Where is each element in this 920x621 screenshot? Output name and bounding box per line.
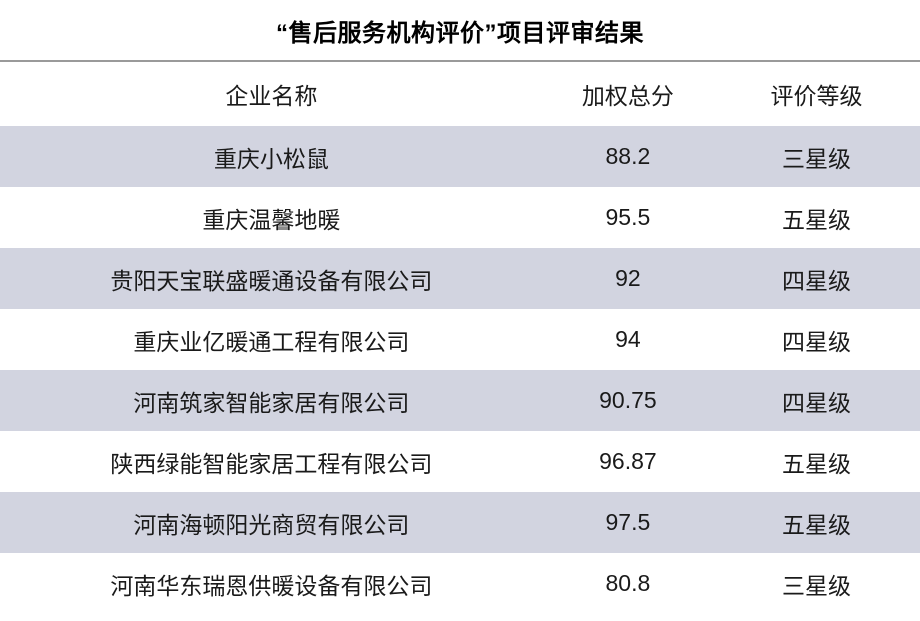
score-cell: 90.75 <box>599 387 657 413</box>
table-row: 河南海顿阳光商贸有限公司 97.5 五星级 <box>0 492 920 553</box>
score-cell: 92 <box>615 265 641 291</box>
grade-cell: 三星级 <box>781 145 851 172</box>
grade-cell: 五星级 <box>781 206 851 233</box>
grade-cell: 五星级 <box>781 511 851 538</box>
table-row: 重庆业亿暖通工程有限公司 94 四星级 <box>0 309 920 370</box>
table-row: 重庆小松鼠 88.2 三星级 <box>0 126 920 187</box>
grade-cell: 五星级 <box>781 450 851 477</box>
col-header-score: 加权总分 <box>542 62 713 126</box>
company-cell: 重庆小松鼠 <box>213 145 329 172</box>
score-cell: 88.2 <box>605 143 651 169</box>
grade-cell: 四星级 <box>781 267 851 294</box>
company-cell: 陕西绿能智能家居工程有限公司 <box>110 450 433 477</box>
score-cell: 96.87 <box>599 448 657 474</box>
score-cell: 94 <box>615 326 641 352</box>
evaluation-table: 企业名称 加权总分 评价等级 重庆小松鼠 88.2 三星级 重庆温馨地暖 95.5 五星级… <box>0 62 920 614</box>
grade-cell: 四星级 <box>781 389 851 416</box>
table-row: 贵阳天宝联盛暖通设备有限公司 92 四星级 <box>0 248 920 309</box>
table-header-row: 企业名称 加权总分 评价等级 <box>0 62 920 126</box>
table-row: 河南筑家智能家居有限公司 90.75 四星级 <box>0 370 920 431</box>
score-cell: 95.5 <box>605 204 651 230</box>
table-row: 重庆温馨地暖 95.5 五星级 <box>0 187 920 248</box>
company-cell: 河南海顿阳光商贸有限公司 <box>133 511 410 538</box>
table-row: 陕西绿能智能家居工程有限公司 96.87 五星级 <box>0 431 920 492</box>
company-cell: 重庆业亿暖通工程有限公司 <box>133 328 410 355</box>
company-cell: 河南华东瑞恩供暖设备有限公司 <box>110 572 433 599</box>
company-cell: 贵阳天宝联盛暖通设备有限公司 <box>110 267 433 294</box>
col-header-grade: 评价等级 <box>712 62 920 126</box>
grade-cell: 三星级 <box>781 572 851 599</box>
page-title: “售后服务机构评价”项目评审结果 <box>276 19 644 47</box>
header-divider <box>0 60 920 62</box>
grade-cell: 四星级 <box>781 328 851 355</box>
company-cell: 河南筑家智能家居有限公司 <box>133 389 410 416</box>
company-cell: 重庆温馨地暖 <box>202 206 341 233</box>
col-header-company: 企业名称 <box>0 62 543 126</box>
score-cell: 97.5 <box>605 509 651 535</box>
score-cell: 80.8 <box>605 570 651 596</box>
table-body: 重庆小松鼠 88.2 三星级 重庆温馨地暖 95.5 五星级 贵阳天宝联盛暖通设备有限公司 9… <box>0 126 920 614</box>
table-row: 河南华东瑞恩供暖设备有限公司 80.8 三星级 <box>0 553 920 614</box>
title-bar: “售后服务机构评价”项目评审结果 <box>0 0 920 60</box>
table-header: 企业名称 加权总分 评价等级 <box>0 62 920 126</box>
